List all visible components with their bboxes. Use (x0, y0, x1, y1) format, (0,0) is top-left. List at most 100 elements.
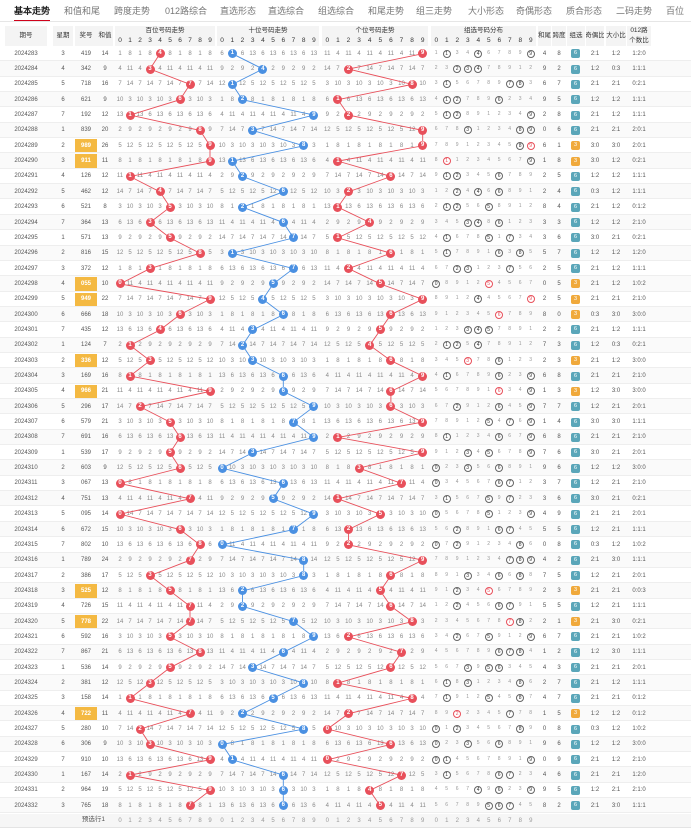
preview-digit[interactable]: 2 (346, 817, 351, 824)
preview-digit[interactable]: 6 (281, 817, 285, 824)
preview-digit[interactable]: 1 (230, 817, 234, 824)
odd-cell: 2:1 (590, 434, 600, 441)
miss-value: 7 (198, 296, 202, 303)
preview-digit[interactable]: 3 (148, 817, 152, 824)
preview-digit[interactable]: 8 (518, 817, 522, 824)
miss-value: 14 (300, 234, 308, 241)
tab-2[interactable]: 跨度走势 (114, 6, 151, 16)
preview-digit[interactable]: 1 (336, 817, 340, 824)
group-digit: 2 (453, 632, 462, 641)
miss-value: 5 (410, 664, 414, 671)
preview-digit[interactable]: 3 (251, 817, 255, 824)
miss-value: 3 (378, 403, 382, 410)
miss-value: 7 (399, 280, 404, 287)
miss-value: 13 (323, 419, 331, 426)
preview-digit[interactable]: 1 (445, 817, 449, 824)
preview-digit[interactable]: 4 (368, 817, 372, 824)
preview-digit[interactable]: 5 (487, 817, 491, 824)
miss-value: 5 (291, 511, 296, 518)
miss-value: 3 (312, 572, 316, 579)
preview-digit[interactable]: 9 (312, 817, 316, 824)
preview-digit[interactable]: 3 (466, 817, 470, 824)
tab-4[interactable]: 直选形态 (220, 6, 257, 16)
preview-digit[interactable]: 0 (434, 817, 438, 824)
preview-digit[interactable]: 7 (508, 817, 512, 824)
big-cell: 2:1 (611, 480, 621, 487)
preview-digit[interactable]: 9 (208, 817, 212, 824)
tab-12[interactable]: 二码走势 (616, 6, 653, 16)
miss-value: 2 (188, 234, 192, 241)
preview-digit[interactable]: 0 (118, 817, 122, 824)
preview-digit[interactable]: 5 (271, 817, 275, 824)
miss-value: 3 (291, 357, 296, 364)
miss-value: 14 (196, 618, 204, 625)
tab-11[interactable]: 质合形态 (566, 6, 603, 16)
tab-3[interactable]: 012路综合 (165, 6, 208, 16)
preview-digit[interactable]: 1 (128, 817, 132, 824)
preview-digit[interactable]: 2 (240, 817, 245, 824)
preview-digit[interactable]: 3 (357, 817, 361, 824)
preview-digit[interactable]: 5 (378, 817, 382, 824)
preview-digit[interactable]: 4 (158, 817, 162, 824)
sum-cell: 12 (101, 265, 109, 272)
sum-cell: 15 (101, 526, 109, 533)
preview-digit[interactable]: 7 (291, 817, 296, 824)
prize-cell: 381 (80, 680, 91, 687)
preview-digit[interactable]: 8 (410, 817, 414, 824)
miss-value: 8 (138, 158, 142, 165)
tab-1[interactable]: 和值和尾 (64, 6, 101, 16)
miss-value: 1 (251, 419, 255, 426)
miss-value: 10 (136, 526, 144, 533)
tab-0[interactable]: 基本走势 (14, 0, 51, 21)
preview-digit[interactable]: 2 (138, 817, 142, 824)
preview-digit[interactable]: 4 (476, 817, 480, 824)
miss-value: 8 (208, 265, 212, 272)
miss-value: 10 (186, 633, 194, 640)
preview-digit[interactable]: 6 (497, 817, 501, 824)
miss-value: 9 (368, 326, 372, 333)
miss-value: 4 (198, 66, 202, 73)
group-digit: 5 (466, 203, 470, 210)
preview-digit[interactable]: 0 (220, 817, 224, 824)
tab-6[interactable]: 组选综合 (318, 6, 355, 16)
group-digit: 8 (518, 586, 522, 593)
shi-ball: 9 (309, 632, 319, 642)
ge-ball: 6 (386, 571, 396, 581)
miss-value: 14 (228, 772, 236, 779)
preview-digit[interactable]: 6 (178, 817, 182, 824)
tail-cell: 3 (542, 219, 547, 226)
preview-digit[interactable]: 9 (421, 817, 425, 824)
preview-digit[interactable]: 8 (198, 817, 202, 824)
tab-7[interactable]: 和尾走势 (368, 6, 405, 16)
preview-digit[interactable]: 6 (389, 817, 393, 824)
shi-ball: 2 (238, 171, 247, 181)
preview-digit[interactable]: 9 (529, 817, 533, 824)
miss-value: 6 (251, 802, 255, 809)
tab-10[interactable]: 奇偶形态 (516, 6, 553, 16)
miss-value: 7 (421, 495, 425, 502)
tab-13[interactable]: 百位 (666, 6, 685, 16)
group-digit: 9 (434, 586, 438, 593)
miss-value: 3 (138, 419, 142, 426)
tab-9[interactable]: 大小形态 (468, 6, 505, 16)
preview-digit[interactable]: 0 (325, 817, 329, 824)
group-digit: 1 (434, 187, 438, 194)
preview-digit[interactable]: 8 (302, 817, 306, 824)
preview-digit[interactable]: 5 (168, 817, 172, 824)
header-ge-digit: 2 (343, 36, 354, 46)
miss-value: 8 (148, 695, 152, 702)
preview-digit[interactable]: 7 (188, 817, 192, 824)
preview-digit[interactable]: 7 (399, 817, 404, 824)
tab-8[interactable]: 组三走势 (416, 6, 453, 16)
group-digit: 2 (453, 172, 462, 181)
miss-value: 12 (239, 296, 246, 303)
group-digit: 5 (484, 325, 493, 334)
miss-value: 1 (128, 802, 132, 809)
star-cell: 5 (61, 511, 65, 518)
preview-digit[interactable]: 4 (261, 817, 265, 824)
bai-ball: 8 (195, 540, 205, 550)
group-type-badge: 3 (571, 310, 580, 320)
preview-digit[interactable]: 2 (455, 817, 459, 824)
tab-5[interactable]: 直选综合 (268, 6, 305, 16)
miss-value: 8 (128, 480, 132, 487)
